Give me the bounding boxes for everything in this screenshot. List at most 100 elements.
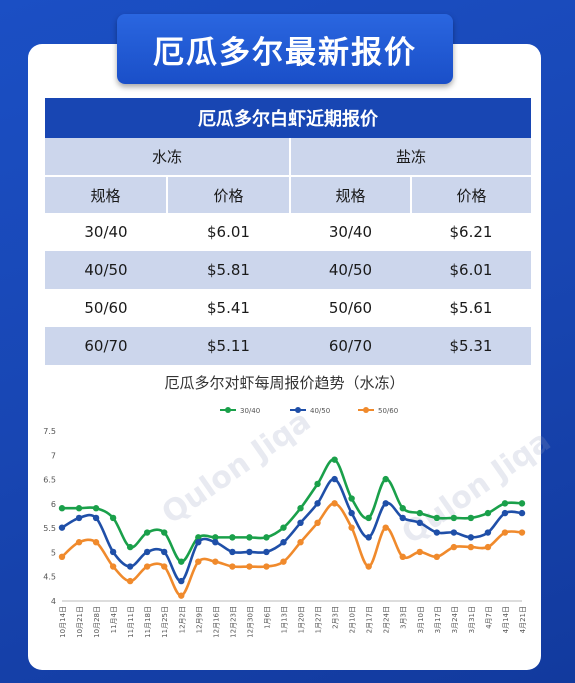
data-point (314, 519, 321, 526)
y-tick-label: 7 (51, 451, 56, 460)
data-point (161, 529, 168, 536)
page-title-banner: 厄瓜多尔最新报价 (117, 14, 453, 84)
data-point (263, 534, 270, 541)
legend-label: 50/60 (378, 407, 398, 415)
y-tick-label: 6 (51, 500, 56, 509)
data-point (416, 509, 423, 517)
group-water-frozen: 水冻 (45, 138, 290, 176)
cell-spec: 50/60 (290, 289, 411, 327)
data-point (297, 539, 304, 546)
table-header-row: 规格 价格 规格 价格 (45, 175, 531, 213)
x-tick-label: 11月18日 (144, 606, 152, 638)
data-point (416, 548, 423, 556)
x-tick-label: 3月31日 (468, 606, 476, 633)
y-tick-label: 5.5 (43, 524, 56, 533)
data-point (314, 500, 321, 507)
data-point (143, 563, 151, 570)
data-point (518, 500, 526, 507)
data-point (75, 539, 83, 546)
data-point (178, 577, 185, 585)
x-tick-label: 11月11日 (127, 606, 135, 638)
data-point (58, 505, 66, 512)
x-tick-label: 3月24日 (451, 606, 459, 633)
data-point (229, 548, 236, 556)
data-point (212, 558, 219, 565)
data-point (280, 539, 287, 546)
cell-spec: 30/40 (290, 213, 411, 251)
price-table: 厄瓜多尔白虾近期报价 水冻 盐冻 规格 价格 规格 价格 30/40 $6.01… (45, 98, 531, 365)
cell-price: $5.81 (167, 251, 290, 289)
table-row: 60/70 $5.11 60/70 $5.31 (45, 327, 531, 365)
cell-price: $6.01 (167, 213, 290, 251)
column-header-price: 价格 (410, 175, 531, 213)
data-point (331, 475, 338, 483)
data-point (433, 553, 441, 560)
data-point (229, 534, 236, 541)
data-point (246, 563, 253, 570)
data-point (212, 534, 219, 541)
data-point (365, 563, 372, 570)
data-point (399, 514, 406, 522)
x-tick-label: 1月6日 (263, 606, 271, 629)
data-point (399, 553, 406, 560)
x-tick-label: 4月7日 (485, 606, 493, 629)
cell-price: $5.11 (167, 327, 290, 365)
data-point (450, 543, 458, 551)
x-tick-label: 2月3日 (332, 606, 340, 629)
data-point (450, 529, 458, 536)
data-point (467, 534, 475, 541)
data-point (212, 539, 219, 546)
data-point (126, 577, 134, 585)
x-tick-label: 12月16日 (212, 606, 220, 638)
data-point (229, 563, 236, 570)
y-tick-label: 4.5 (43, 573, 56, 582)
x-tick-label: 2月24日 (383, 606, 391, 633)
table-title-row: 厄瓜多尔白虾近期报价 (45, 98, 531, 138)
data-point (246, 534, 253, 541)
data-point (314, 480, 321, 488)
legend-marker (225, 407, 231, 413)
data-point (484, 529, 492, 536)
data-point (331, 456, 338, 463)
cell-price: $5.61 (411, 289, 531, 327)
data-point (263, 563, 270, 570)
y-tick-label: 5 (51, 548, 56, 557)
y-tick-label: 6.5 (43, 476, 56, 485)
data-point (143, 548, 151, 556)
cell-price: $5.41 (167, 289, 290, 327)
table-row: 30/40 $6.01 30/40 $6.21 (45, 213, 531, 251)
data-point (467, 514, 475, 522)
data-point (92, 514, 100, 522)
data-point (280, 558, 287, 565)
data-point (399, 505, 406, 512)
series-line-2 (61, 502, 523, 597)
x-tick-label: 12月30日 (246, 606, 254, 638)
data-point (195, 558, 202, 565)
cell-price: $6.21 (411, 213, 531, 251)
legend-marker (295, 407, 301, 413)
data-point (382, 475, 389, 483)
x-tick-label: 2月17日 (366, 606, 374, 633)
data-point (382, 500, 389, 507)
data-point (501, 500, 509, 507)
line-chart: 4 4.5 5 5.5 6 6.5 7 7.5 10月14日 10月21日 10月28日 11月4日 1… (43, 407, 527, 638)
group-salt-frozen: 盐冻 (289, 138, 531, 176)
data-point (484, 543, 492, 551)
data-point (246, 548, 253, 556)
cell-price: $5.31 (411, 327, 531, 365)
x-tick-label: 10月28日 (93, 606, 101, 638)
x-tick-label: 4月21日 (519, 606, 527, 633)
data-point (518, 529, 526, 536)
data-point (416, 519, 423, 526)
data-point (75, 505, 83, 512)
data-point (331, 500, 338, 507)
data-point (75, 514, 83, 522)
data-point (178, 592, 185, 599)
data-point (297, 519, 304, 526)
chart-title: 厄瓜多尔对虾每周报价趋势（水冻） (164, 374, 405, 392)
data-point (109, 563, 117, 570)
x-tick-label: 3月3日 (400, 606, 408, 629)
data-point (161, 548, 168, 556)
x-tick-label: 10月21日 (76, 606, 84, 638)
y-tick-label: 4 (51, 597, 56, 606)
